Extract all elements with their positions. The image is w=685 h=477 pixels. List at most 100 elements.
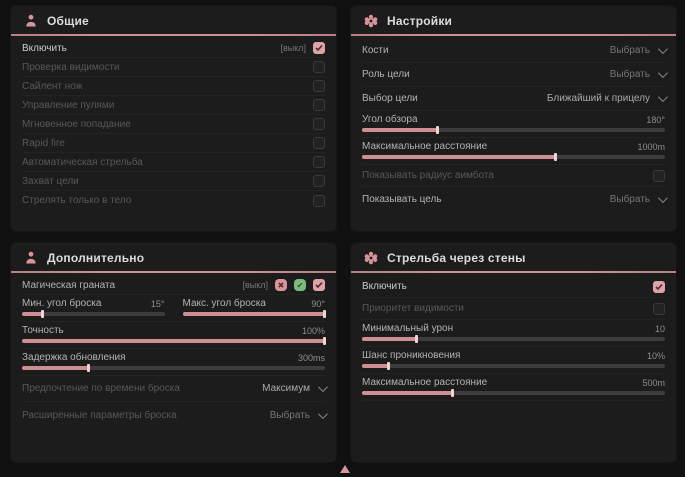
toggle-row[interactable]: Захват цели — [22, 172, 325, 191]
slider-track[interactable] — [22, 337, 326, 345]
header-accent-line — [11, 34, 336, 36]
slider-value: 10 — [654, 323, 665, 334]
checkbox[interactable] — [653, 169, 665, 182]
slider-track[interactable] — [362, 126, 665, 134]
slider-track[interactable] — [22, 310, 165, 318]
toggle-row[interactable]: Стрелять только в тело — [22, 191, 325, 210]
slider-track[interactable] — [362, 335, 665, 343]
checkbox[interactable] — [313, 99, 325, 111]
toggle-row[interactable]: Мгновенное попадание — [22, 115, 325, 134]
slider-fill — [362, 335, 418, 343]
toggle-row[interactable]: Автоматическая стрельба — [22, 153, 325, 172]
slider-label: Мин. угол броска — [22, 298, 102, 309]
keybind-tag: [выкл] — [242, 280, 268, 290]
toggle-row-visibility-priority[interactable]: Приоритет видимости — [362, 298, 665, 320]
check-icon — [315, 281, 323, 289]
dropdown-throw-time[interactable]: Максимум — [262, 382, 328, 394]
dropdown-label: Расширенные параметры броска — [22, 409, 177, 421]
slider-fill — [182, 310, 326, 318]
slider-label: Точность — [22, 325, 64, 336]
slider-label: Задержка обновления — [22, 352, 126, 363]
toggle-label: Показывать радиус аимбота — [362, 170, 494, 181]
gear-icon — [364, 251, 378, 265]
chevron-down-icon — [317, 408, 328, 419]
checkbox[interactable] — [653, 302, 665, 315]
dropdown-label: Роль цели — [362, 69, 410, 80]
toggle-row[interactable]: Проверка видимости — [22, 58, 325, 77]
dropdown-show-target[interactable]: Выбрать — [610, 192, 668, 205]
heart-icon[interactable]: ✖ — [275, 279, 287, 291]
toggle-label: Мгновенное попадание — [22, 118, 131, 130]
slider-thumb[interactable] — [414, 335, 418, 343]
panel-additional: Дополнительно Магическая граната [выкл] … — [10, 242, 337, 463]
slider-track[interactable] — [362, 153, 665, 161]
cursor-icon — [340, 465, 350, 473]
slider-label: Максимальное расстояние — [362, 377, 488, 388]
checkbox[interactable] — [313, 80, 325, 92]
dropdown-value: Ближайший к прицелу — [546, 93, 650, 104]
checkbox[interactable] — [313, 137, 325, 149]
slider-track[interactable] — [182, 310, 326, 318]
slider-thumb[interactable] — [86, 364, 90, 372]
check-circle-icon[interactable]: ✔ — [294, 279, 306, 291]
header-accent-line — [11, 271, 336, 273]
slider-track[interactable] — [362, 362, 665, 370]
dropdown-target-select[interactable]: Ближайший к прицелу — [546, 92, 668, 104]
checkbox[interactable] — [653, 280, 665, 293]
checkbox[interactable] — [313, 194, 325, 207]
toggle-label: Приоритет видимости — [362, 303, 465, 314]
keybind-tag: [выкл] — [280, 43, 306, 53]
slider-thumb[interactable] — [450, 389, 454, 397]
dropdown-label: Выбор цели — [362, 93, 418, 104]
panel-title: Дополнительно — [47, 251, 145, 265]
toggle-label: Магическая граната — [22, 279, 116, 291]
panel-general: Общие Включить [выкл] Про — [10, 5, 337, 232]
slider-thumb[interactable] — [323, 310, 326, 318]
slider-value: 300ms — [297, 352, 325, 363]
slider-fill — [22, 337, 326, 345]
panel-title: Общие — [47, 14, 89, 28]
checkbox[interactable] — [313, 156, 325, 168]
slider-thumb[interactable] — [387, 362, 391, 370]
toggle-row-magic-grenade[interactable]: Магическая граната [выкл] ✖ ✔ — [22, 276, 325, 295]
toggle-row-enable[interactable]: Включить — [362, 276, 665, 298]
slider-row-max-distance: Максимальное расстояние 500m — [362, 374, 665, 401]
dropdown-bones[interactable]: Выбрать — [610, 44, 668, 56]
check-icon — [655, 283, 663, 290]
toggle-label: Включить — [362, 281, 407, 292]
checkbox[interactable] — [313, 118, 325, 130]
slider-fill — [362, 389, 454, 397]
dropdown-value: Выбрать — [269, 409, 310, 421]
slider-track[interactable] — [22, 364, 325, 372]
dropdown-advanced-throw[interactable]: Выбрать — [269, 408, 328, 421]
slider-thumb[interactable] — [323, 337, 326, 345]
slider-label: Макс. угол броска — [182, 298, 266, 309]
toggle-row[interactable]: Сайлент нож — [22, 77, 325, 96]
slider-track[interactable] — [362, 389, 665, 397]
toggle-label: Rapid fire — [22, 137, 65, 149]
slider-row-update-delay: Задержка обновления 300ms — [22, 349, 325, 376]
toggle-row[interactable]: Rapid fire — [22, 134, 325, 153]
toggle-row-enable[interactable]: Включить [выкл] — [22, 39, 325, 58]
slider-thumb[interactable] — [41, 310, 45, 318]
slider-label: Шанс проникновения — [362, 350, 461, 361]
check-icon — [315, 44, 323, 52]
toggle-row[interactable]: Управление пулями — [22, 96, 325, 115]
dropdown-target-role[interactable]: Выбрать — [610, 68, 668, 80]
panel-title: Стрельба через стены — [387, 251, 526, 265]
slider-value: 90° — [311, 298, 325, 309]
dropdown-label: Кости — [362, 45, 389, 56]
toggle-label: Включить — [22, 42, 67, 54]
slider-thumb[interactable] — [435, 126, 439, 134]
checkbox[interactable] — [313, 61, 325, 73]
panel-wallbang-header: Стрельба через стены — [351, 243, 676, 271]
toggle-row-show-radius[interactable]: Показывать радиус аимбота — [362, 165, 665, 187]
panel-settings: Настройки Кости Выбрать Роль цели Выбрат… — [350, 5, 677, 232]
panel-general-header: Общие — [11, 6, 336, 34]
slider-thumb[interactable] — [553, 153, 557, 161]
checkbox[interactable] — [313, 42, 325, 54]
checkbox[interactable] — [313, 279, 325, 291]
checkbox[interactable] — [313, 175, 325, 187]
header-accent-line — [351, 271, 676, 273]
